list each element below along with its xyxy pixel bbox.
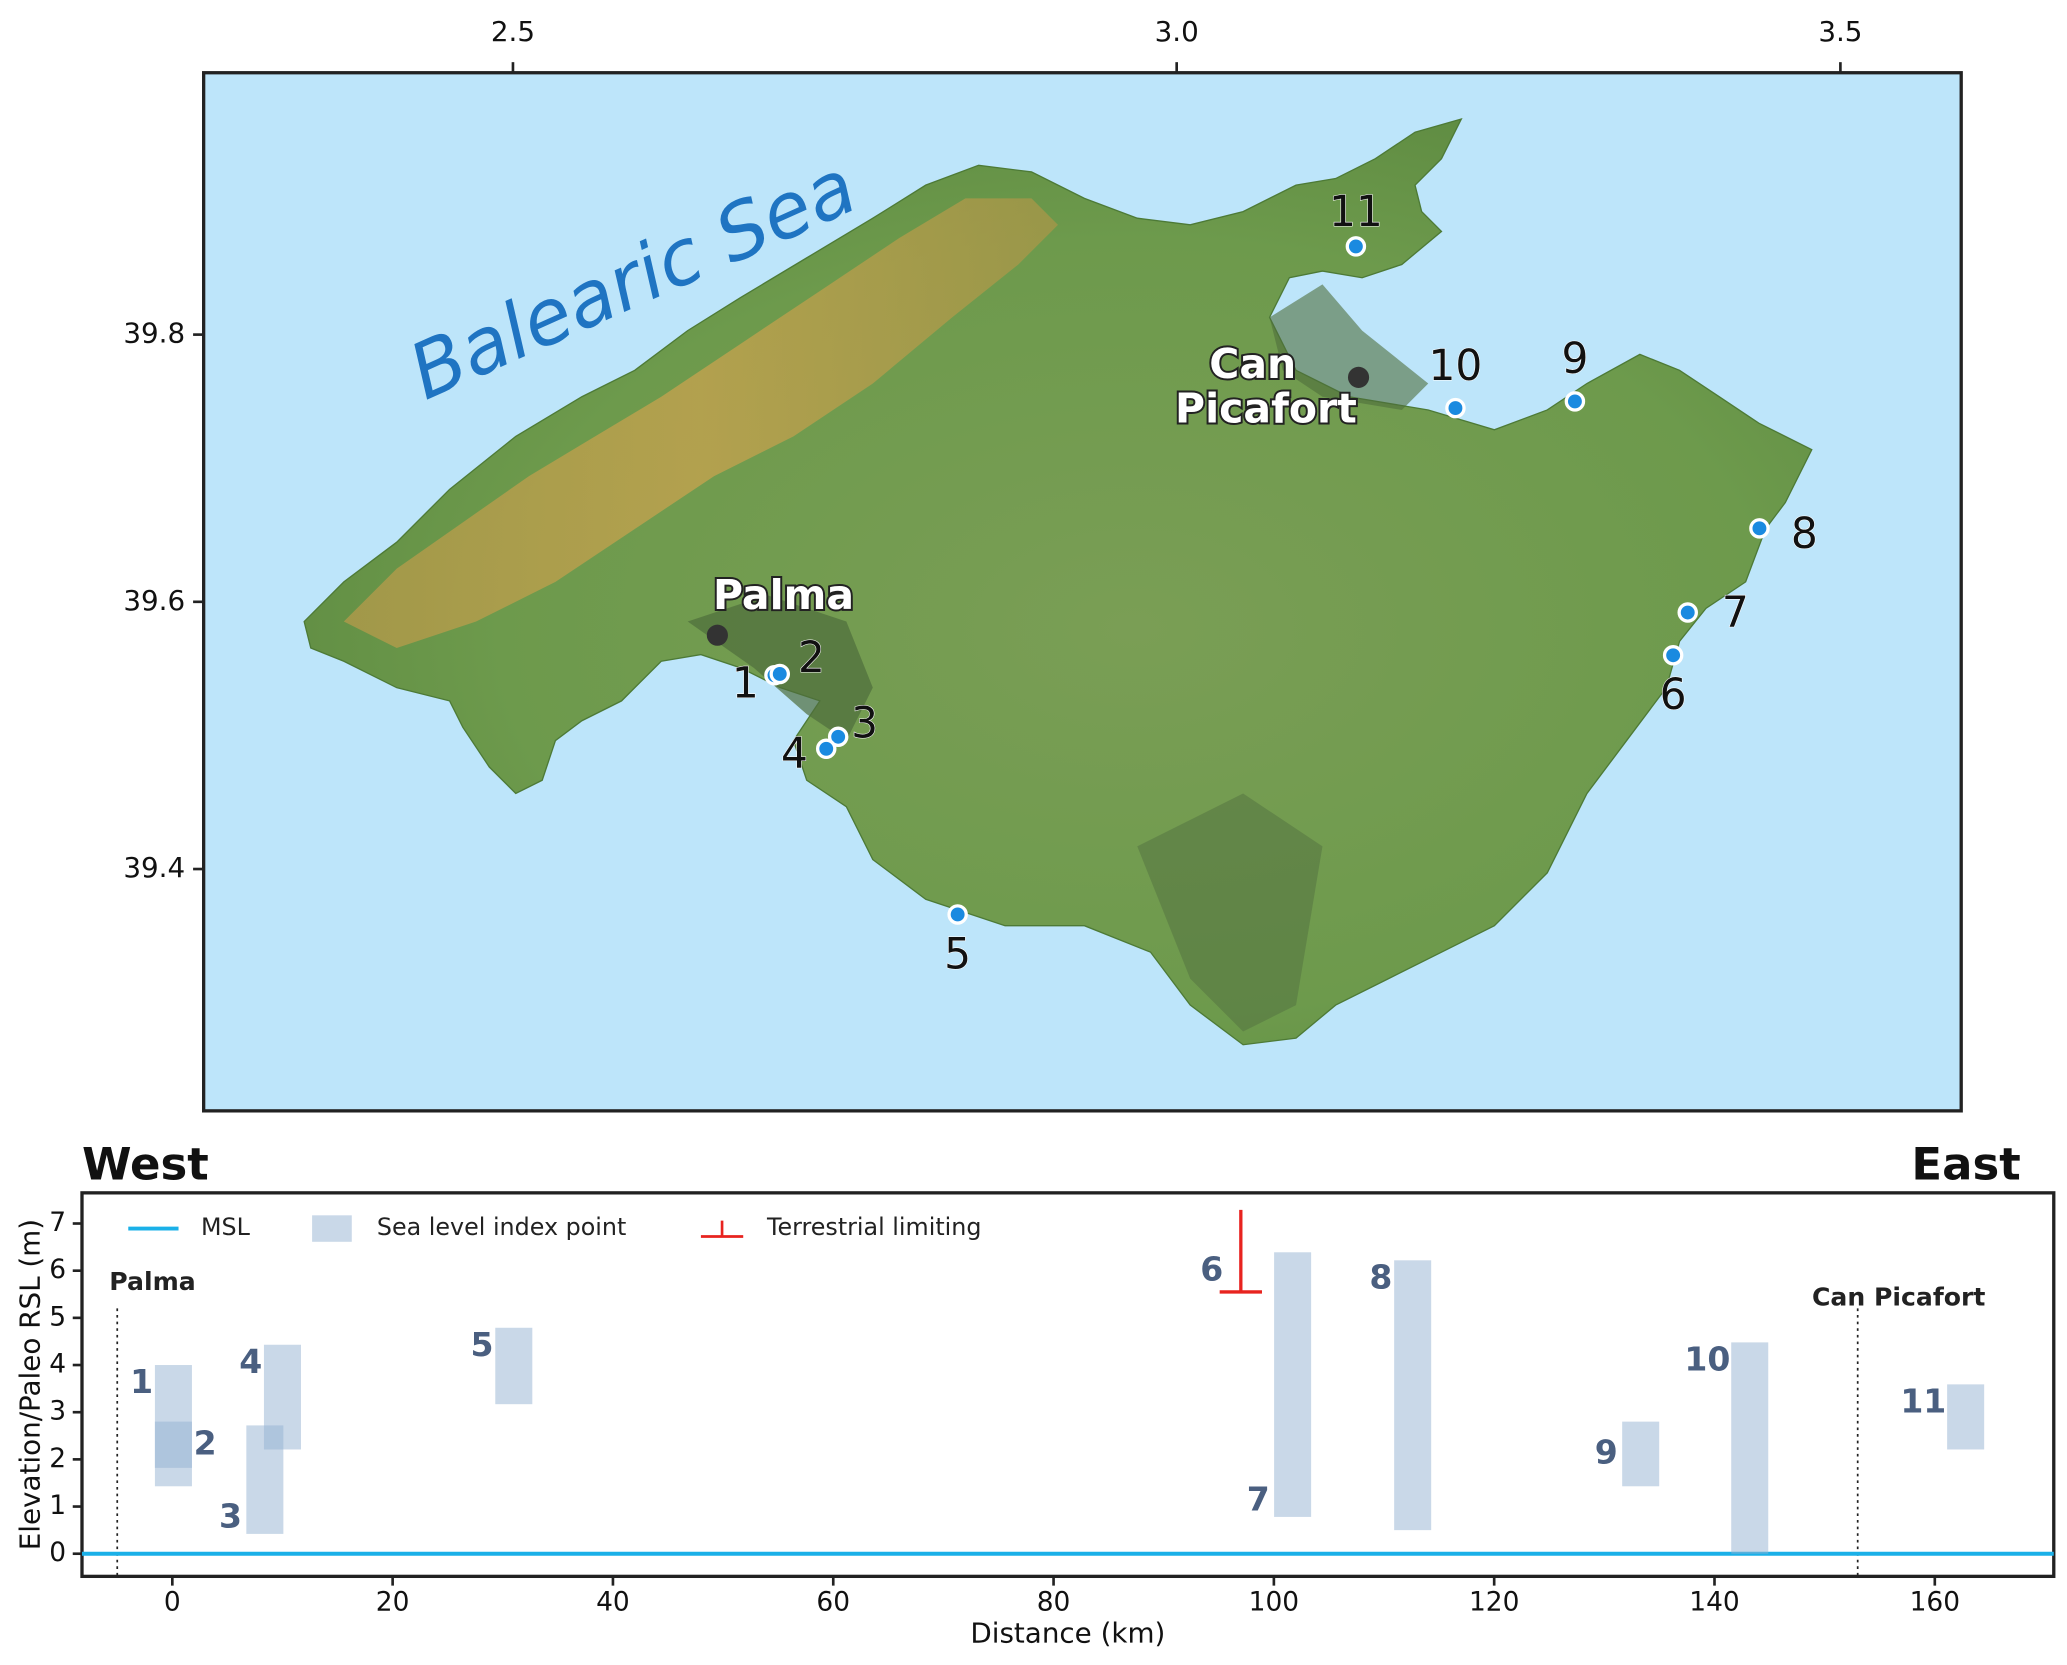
x-tick-label: 80 — [1037, 1586, 1071, 1617]
y-tick-label: 6 — [49, 1254, 66, 1285]
site-label: 8 — [1791, 509, 1818, 558]
x-tick-label: 3.5 — [1818, 15, 1862, 48]
y-tick-label: 3 — [49, 1396, 66, 1427]
site-label: 10 — [1429, 341, 1483, 390]
site-point — [769, 663, 791, 685]
site-point — [1564, 391, 1586, 412]
legend-label: Terrestrial limiting — [766, 1213, 981, 1241]
legend-label: Sea level index point — [377, 1213, 626, 1241]
site-label: 2 — [798, 633, 825, 682]
legend-box-swatch — [312, 1215, 352, 1242]
y-tick-label: 39.8 — [123, 317, 185, 350]
site-label: 7 — [1722, 588, 1749, 637]
town-point — [1347, 366, 1370, 388]
site-point — [1677, 602, 1698, 623]
index-label: 5 — [471, 1325, 494, 1364]
y-tick-label: 4 — [49, 1349, 66, 1380]
index-box — [1731, 1342, 1769, 1554]
town-label: Palma — [713, 571, 854, 619]
index-label: 9 — [1595, 1432, 1618, 1471]
profile-frame — [80, 1191, 2056, 1579]
x-tick-label: 100 — [1249, 1586, 1299, 1617]
legend-label: MSL — [201, 1213, 251, 1241]
south-lowland — [1137, 793, 1323, 1032]
site-label: 5 — [944, 929, 971, 978]
index-box — [495, 1327, 533, 1405]
site-point — [1345, 236, 1367, 257]
y-tick-label: 1 — [49, 1490, 66, 1521]
mountain-range — [343, 198, 1058, 649]
x-tick-label: 60 — [816, 1586, 850, 1617]
site-label: 3 — [851, 699, 878, 748]
x-tick-label: 0 — [164, 1586, 181, 1617]
panel-title-left: West — [82, 1138, 209, 1191]
index-box — [1947, 1384, 1985, 1450]
index-box — [1622, 1421, 1660, 1487]
y-axis-label: Elevation/Paleo RSL (m) — [14, 1219, 47, 1550]
index-label: 11 — [1900, 1381, 1946, 1420]
x-tick-label: 160 — [1910, 1586, 1960, 1617]
x-tick-label: 20 — [376, 1586, 410, 1617]
site-point — [815, 738, 837, 760]
map-frame — [202, 71, 1963, 1113]
x-tick-label: 2.5 — [491, 15, 535, 48]
index-label: 2 — [194, 1423, 217, 1462]
legend-terrestrial-swatch — [700, 1220, 744, 1238]
index-label: 3 — [219, 1497, 242, 1536]
town-label: Can — [1209, 340, 1296, 388]
x-tick-label: 140 — [1689, 1586, 1739, 1617]
index-box — [154, 1421, 192, 1468]
profile-panel: West East Distance (km) Elevation/Paleo RSL… — [14, 1138, 2056, 1650]
town-label: Picafort — [1175, 385, 1357, 433]
site-label: 11 — [1329, 187, 1383, 236]
terrestrial-marker — [1219, 1209, 1262, 1294]
y-tick-label: 39.4 — [123, 851, 185, 884]
terrestrial-label: 6 — [1200, 1249, 1223, 1288]
x-tick-label: 120 — [1469, 1586, 1519, 1617]
index-label: 10 — [1684, 1339, 1730, 1378]
y-tick-label: 39.6 — [123, 584, 185, 617]
site-label: 9 — [1561, 334, 1588, 383]
index-label: 4 — [239, 1342, 262, 1381]
index-box — [1394, 1260, 1432, 1531]
town-point — [706, 624, 728, 646]
town-marker-label: Palma — [109, 1267, 195, 1296]
site-point — [1445, 397, 1466, 419]
panel-title-right: East — [1911, 1138, 2020, 1191]
north-lowland — [1269, 284, 1429, 410]
site-point — [1749, 518, 1770, 539]
index-label: 1 — [130, 1362, 153, 1401]
town-marker-label: Can Picafort — [1812, 1283, 1985, 1312]
site-point — [1662, 645, 1684, 666]
site-point — [947, 904, 968, 925]
index-box — [263, 1344, 301, 1450]
x-axis-label: Distance (km) — [970, 1617, 1165, 1650]
site-label: 1 — [732, 658, 759, 707]
y-tick-label: 5 — [49, 1301, 66, 1332]
index-label: 7 — [1247, 1480, 1270, 1519]
y-tick-label: 7 — [49, 1207, 66, 1238]
site-label: 4 — [781, 729, 808, 778]
y-tick-label: 2 — [49, 1443, 66, 1474]
site-point — [827, 726, 849, 748]
index-label: 8 — [1369, 1257, 1392, 1296]
x-tick-label: 40 — [596, 1586, 630, 1617]
x-tick-label: 3.0 — [1155, 15, 1199, 48]
index-box — [1274, 1252, 1312, 1517]
y-tick-label: 0 — [49, 1537, 66, 1568]
site-label: 6 — [1660, 670, 1687, 719]
island — [303, 117, 1813, 1046]
